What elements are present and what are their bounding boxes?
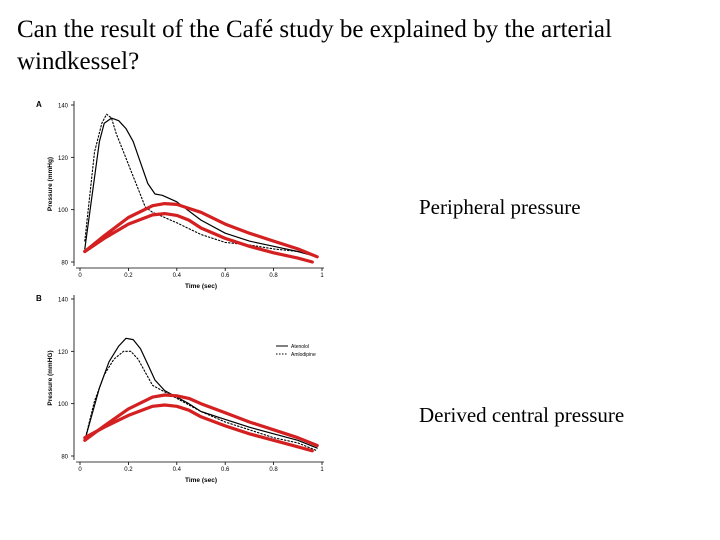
x-tick-label: 0.6 [221,467,230,473]
legend-entry: Atenolol [291,344,309,350]
x-tick-label: 0.2 [124,467,133,473]
x-tick-label: 1 [320,467,324,473]
panel-letter: A [36,100,42,109]
derived-central-pressure-label: Derived central pressure [419,403,625,427]
x-tick-label: 0.6 [221,273,230,279]
x-tick-label: 0.8 [269,467,278,473]
x-axis-label: Time (sec) [185,283,217,290]
chart-panel-b: B 80 100 120 140 0 0.2 0.4 0.6 0.8 1 Time (sec) Pres… [36,294,324,484]
dotted-pressure-curve [84,113,318,258]
x-tick-label: 0.4 [173,273,182,279]
legend-entry: Amlodipine [291,352,316,358]
derived-red-curve-3 [83,212,314,264]
x-tick-label: 1 [320,273,324,279]
solid-pressure-curve [84,117,318,258]
panel-letter: B [36,294,42,303]
chart-panel-a: A 80 100 120 140 0 0.2 0.4 0.6 0.8 1 Time (sec) Pres… [36,100,324,290]
x-axis-label: Time (sec) [185,477,217,484]
x-tick-label: 0.4 [173,467,182,473]
y-tick-label: 100 [58,208,69,214]
y-tick-label: 80 [61,455,68,461]
x-tick-label: 0 [78,273,82,279]
solid-pressure-curve [84,337,318,449]
y-tick-label: 120 [58,156,69,162]
y-tick-label: 120 [58,350,69,356]
y-tick-label: 140 [58,104,69,110]
dotted-pressure-curve [84,350,318,452]
y-tick-label: 80 [61,261,68,267]
derived-red-curve-3 [83,403,314,453]
x-tick-label: 0.8 [269,273,278,279]
peripheral-pressure-label: Peripheral pressure [419,195,581,219]
x-tick-label: 0.2 [124,273,133,279]
y-tick-label: 140 [58,298,69,304]
slide-title: Can the result of the Café study be expl… [17,16,612,75]
y-axis-label: Pressure (mmHG) [47,350,54,405]
derived-red-curve-2 [83,202,319,259]
x-tick-label: 0 [78,467,82,473]
y-tick-label: 100 [58,402,69,408]
derived-red-curve-2 [83,393,319,448]
y-axis-label: Pressure (mmHg) [47,157,54,211]
